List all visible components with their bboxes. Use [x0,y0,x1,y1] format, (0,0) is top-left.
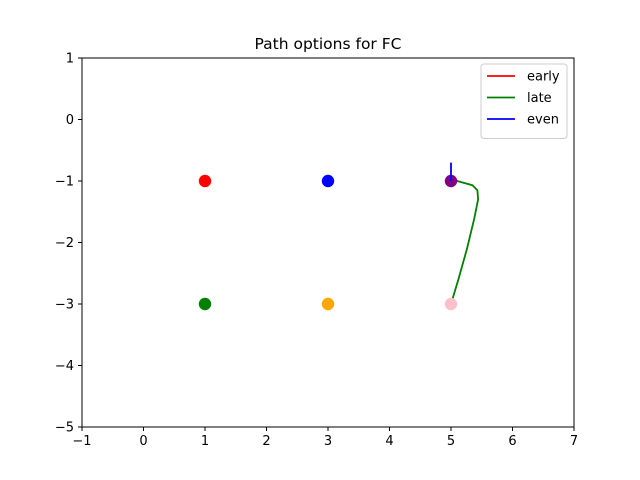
y-tick-label: 0 [66,113,74,128]
y-tick-label: 1 [66,52,74,67]
y-tick-label: −3 [55,298,74,313]
x-tick-label: −1 [72,434,91,449]
chart-title: Path options for FC [255,35,402,53]
series-line-late [450,178,479,305]
data-point-6 [444,297,458,311]
x-tick-label: 5 [447,434,455,449]
legend: early late even [480,63,568,139]
data-point-4 [198,297,212,311]
legend-label-late: late [527,91,552,106]
legend-label-early: early [527,70,560,85]
legend-label-even: even [527,113,559,128]
x-tick-label: 6 [508,434,516,449]
x-tick-label: 2 [262,434,270,449]
data-point-2 [321,174,335,188]
x-tick-label: 1 [201,434,209,449]
data-point-5 [321,297,335,311]
x-tick-label: 7 [570,434,578,449]
y-tick-label: −4 [55,359,74,374]
y-tick-label: −2 [55,236,74,251]
x-tick-label: 0 [139,434,147,449]
y-tick-label: −1 [55,175,74,190]
plot-area: −1 0 1 2 3 4 5 6 7 1 0 −1 −2 −3 −4 −5 [55,52,578,450]
x-tick-label: 4 [385,434,393,449]
x-tick-label: 3 [324,434,332,449]
y-tick-label: −5 [55,421,74,436]
data-point-1 [198,174,212,188]
